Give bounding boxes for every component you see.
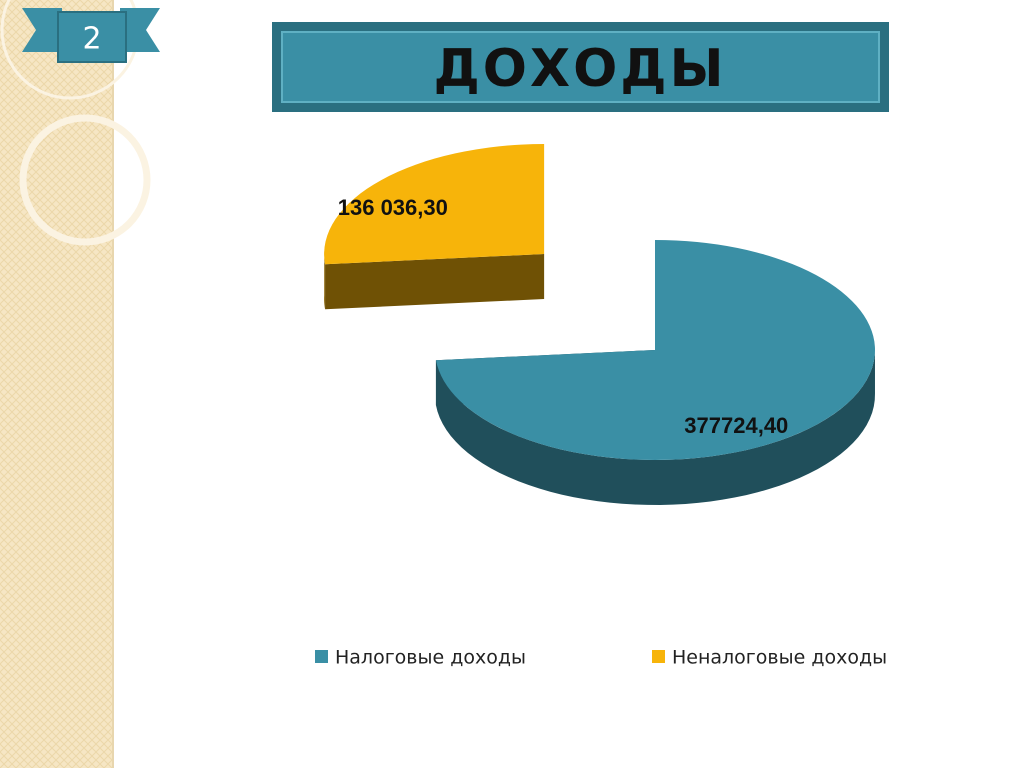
slice-side	[435, 348, 875, 505]
legend-swatch	[315, 650, 328, 663]
legend-swatch	[652, 650, 665, 663]
legend-label: Неналоговые доходы	[672, 647, 887, 669]
decor-circle	[19, 114, 151, 246]
pie-slice	[324, 144, 545, 265]
slice-side	[324, 250, 326, 310]
ribbon-tail	[120, 8, 160, 52]
legend-label: Налоговые доходы	[335, 647, 526, 669]
side-strip	[0, 0, 112, 768]
pie-slice	[435, 240, 875, 460]
ribbon-tail	[22, 8, 62, 52]
data-label: 377724,40	[684, 413, 788, 438]
title-banner	[281, 31, 880, 103]
slide-number: 2	[82, 22, 101, 57]
data-label: 136 036,30	[338, 195, 448, 220]
chart-title: ДОХОДЫ	[433, 39, 726, 99]
slice-wall	[325, 254, 545, 310]
ribbon	[57, 11, 127, 63]
